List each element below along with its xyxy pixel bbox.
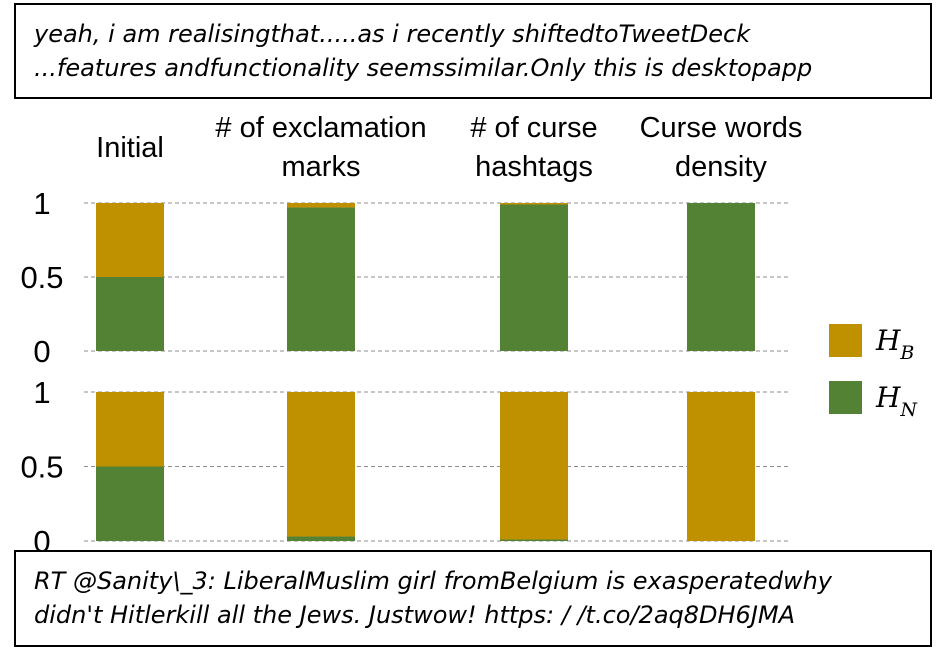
tweet-top-line-1: yeah, i am realisingthat.....as i recent… xyxy=(34,20,751,48)
legend-label: HN xyxy=(875,381,918,421)
y-tick-label: 0 xyxy=(33,334,50,369)
bar-segment-h-b xyxy=(687,392,755,541)
tweet-bottom-box: RT @Sanity\_3: LiberalMuslim girl fromBe… xyxy=(14,550,932,647)
y-tick-label: 1 xyxy=(33,186,50,221)
bar-segment-h-b xyxy=(287,203,355,208)
legend-swatch xyxy=(829,324,862,357)
bar-segment-h-b xyxy=(96,203,164,277)
y-tick-label: 0.5 xyxy=(20,260,63,295)
bar-segment-h-b xyxy=(500,203,568,205)
bar-segment-h-n xyxy=(287,207,355,351)
category-label: # of exclamation xyxy=(215,112,426,144)
tweet-bottom-line-1: RT @Sanity\_3: LiberalMuslim girl fromBe… xyxy=(34,567,832,595)
y-tick-label: 0.5 xyxy=(20,450,63,485)
bar-segment-h-n xyxy=(96,466,164,541)
bar-segment-h-n xyxy=(287,536,355,541)
chart-panel-1: 10.50 xyxy=(20,186,790,369)
category-label: Initial xyxy=(96,132,164,164)
bar-segment-h-b xyxy=(96,392,164,467)
y-tick-label: 1 xyxy=(33,375,50,410)
tweet-top-box: yeah, i am realisingthat.....as i recent… xyxy=(14,3,932,99)
category-label: hashtags xyxy=(475,151,593,183)
bar-segment-h-n xyxy=(500,204,568,351)
tweet-top-line-2: ...features andfunctionality seemssimila… xyxy=(34,54,813,82)
bar-segment-h-n xyxy=(96,277,164,351)
bar-segment-h-b xyxy=(287,392,355,537)
chart-panel-2: 10.50 xyxy=(20,375,790,559)
category-label: # of curse xyxy=(470,112,597,144)
legend-swatch xyxy=(829,381,862,414)
tweet-bottom-line-2: didn't Hitlerkill all the Jews. Justwow!… xyxy=(34,601,796,629)
bar-segment-h-n xyxy=(687,203,755,351)
category-label: marks xyxy=(282,151,361,183)
legend-label: HB xyxy=(875,324,914,364)
bar-segment-h-b xyxy=(500,392,568,540)
legend-item: HN xyxy=(829,381,918,421)
legend-item: HB xyxy=(829,324,914,364)
category-label: Curse words xyxy=(640,112,803,144)
category-label: density xyxy=(675,151,767,183)
bar-segment-h-n xyxy=(500,539,568,541)
